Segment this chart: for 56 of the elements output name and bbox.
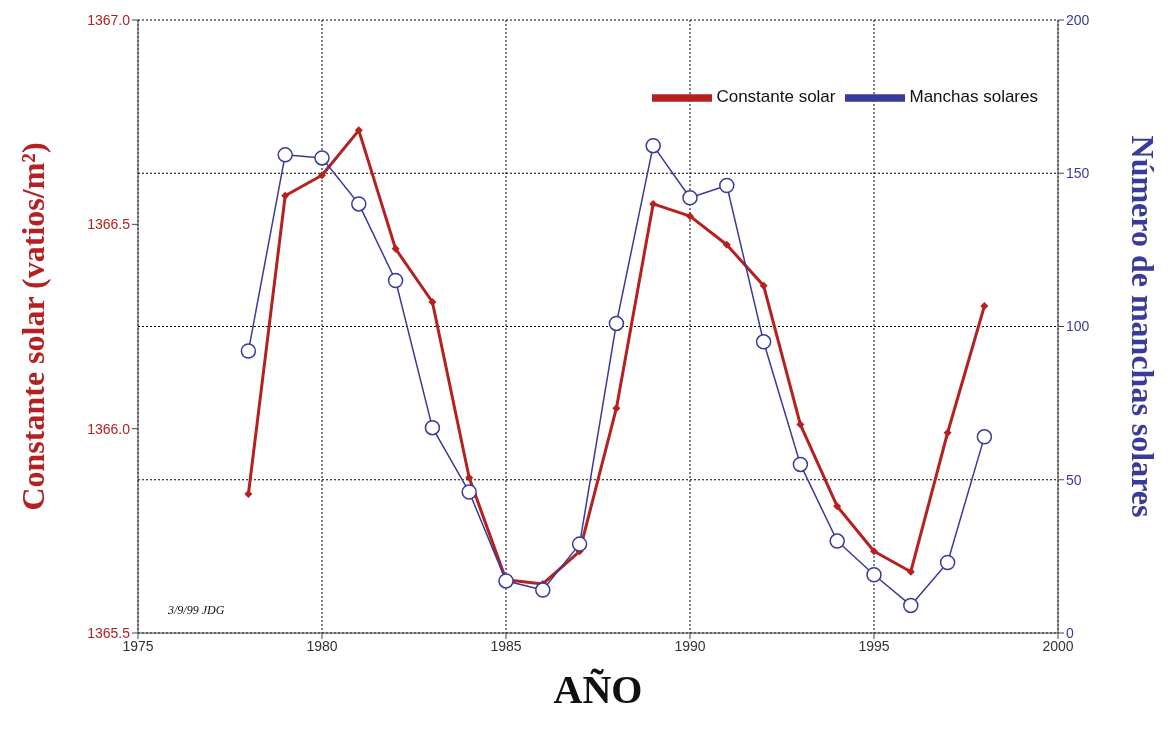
legend-label: Manchas solares bbox=[909, 87, 1038, 107]
y2-tick-label: 150 bbox=[1066, 165, 1090, 182]
point bbox=[686, 212, 694, 221]
annotation: 3/9/99 JDG bbox=[168, 603, 225, 618]
point bbox=[939, 554, 956, 571]
point bbox=[387, 272, 404, 289]
y-axis-title: Constante solar (vatios/m²) bbox=[15, 142, 52, 511]
point bbox=[829, 533, 845, 549]
legend-label: Constante solar bbox=[716, 87, 836, 107]
point bbox=[792, 456, 809, 473]
y-tick-label: 1366.0 bbox=[87, 420, 131, 437]
point bbox=[244, 490, 253, 499]
point bbox=[351, 196, 367, 212]
point bbox=[314, 150, 330, 166]
point bbox=[498, 573, 514, 589]
y2-tick-label: 100 bbox=[1066, 318, 1090, 335]
y-tick-label: 1366.5 bbox=[87, 216, 131, 233]
point bbox=[649, 199, 658, 208]
point bbox=[240, 343, 257, 359]
point bbox=[719, 177, 735, 194]
point bbox=[833, 502, 842, 511]
point bbox=[870, 547, 878, 556]
point bbox=[759, 281, 768, 290]
point bbox=[391, 244, 400, 253]
x-tick-label: 1995 bbox=[858, 637, 890, 654]
point bbox=[645, 137, 661, 154]
x-tick-label: 1990 bbox=[674, 637, 706, 654]
point bbox=[903, 597, 919, 614]
x-axis-title: AÑO bbox=[553, 667, 643, 712]
point bbox=[943, 428, 952, 437]
point bbox=[608, 315, 625, 332]
point bbox=[612, 404, 621, 413]
point bbox=[682, 190, 698, 206]
point bbox=[281, 191, 290, 200]
point bbox=[424, 419, 441, 436]
point bbox=[318, 171, 326, 180]
point bbox=[354, 126, 363, 135]
point bbox=[722, 240, 731, 249]
point bbox=[866, 567, 882, 583]
point bbox=[461, 484, 477, 500]
point bbox=[571, 536, 588, 552]
point bbox=[277, 147, 293, 163]
point bbox=[428, 297, 437, 306]
point bbox=[976, 429, 993, 445]
y2-tick-label: 200 bbox=[1066, 11, 1090, 28]
point bbox=[465, 473, 474, 482]
x-tick-label: 1980 bbox=[306, 637, 338, 654]
point bbox=[796, 420, 805, 429]
point bbox=[535, 582, 551, 598]
y2-axis-title: Número de manchas solares bbox=[1124, 135, 1161, 518]
x-tick-label: 1985 bbox=[490, 637, 522, 654]
y2-tick-label: 50 bbox=[1066, 471, 1082, 488]
point bbox=[755, 334, 772, 350]
point bbox=[980, 302, 989, 311]
y-tick-label: 1367.0 bbox=[87, 11, 131, 28]
point bbox=[906, 567, 915, 576]
